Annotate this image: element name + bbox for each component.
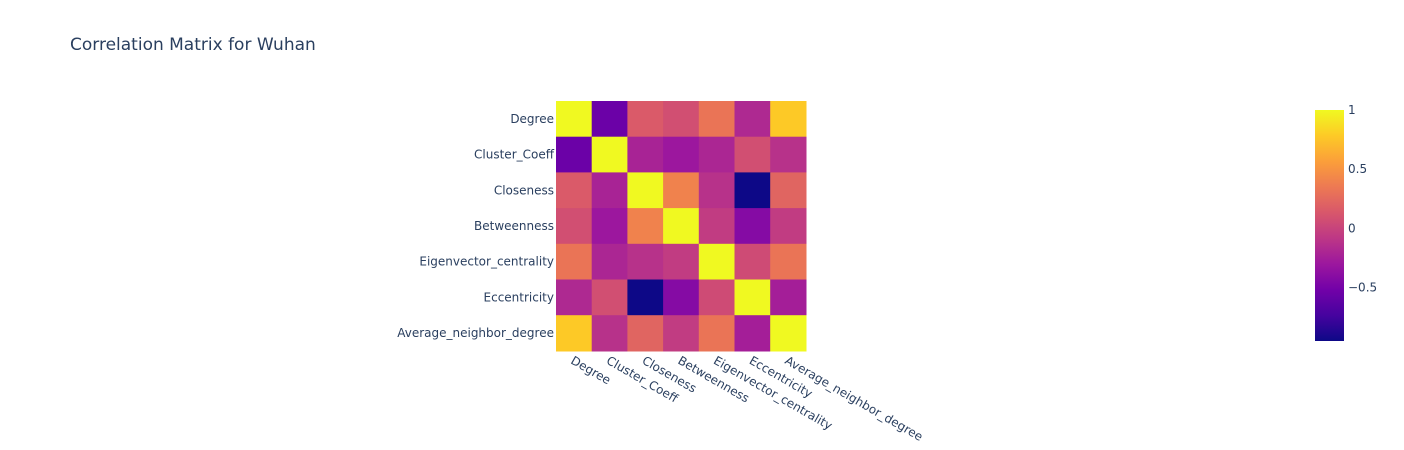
- y-tick-label: Eccentricity: [484, 290, 554, 304]
- heatmap-cell: [591, 101, 628, 138]
- colorbar-tick-label: 0: [1348, 221, 1356, 235]
- heatmap-cell: [770, 101, 807, 138]
- heatmap-cell: [698, 172, 736, 209]
- heatmap-cells: [556, 101, 807, 352]
- heatmap-cell: [698, 208, 736, 245]
- heatmap-cell: [627, 315, 664, 352]
- heatmap-cell: [698, 243, 736, 281]
- heatmap-cell: [734, 315, 771, 352]
- heatmap-cell: [734, 243, 771, 281]
- heatmap-cell: [591, 208, 628, 245]
- heatmap-cell: [556, 243, 593, 281]
- heatmap-cell: [591, 172, 628, 209]
- heatmap-cell: [556, 315, 593, 352]
- heatmap-cell: [698, 315, 736, 352]
- heatmap-cell: [663, 315, 700, 352]
- chart-title: Correlation Matrix for Wuhan: [70, 35, 316, 55]
- colorbar-tick-label: 0.5: [1348, 162, 1367, 176]
- colorbar-tick-label: 1: [1348, 103, 1356, 117]
- y-axis-tick-labels: Degree Cluster_Coeff Closeness Betweenness E…: [397, 112, 555, 340]
- heatmap-cell: [663, 172, 700, 209]
- heatmap-cell: [770, 279, 807, 316]
- heatmap-cell: [556, 279, 593, 316]
- heatmap-cell: [556, 136, 593, 173]
- heatmap-cell: [627, 279, 664, 316]
- heatmap-cell: [591, 136, 628, 173]
- heatmap-cell: [627, 136, 664, 173]
- heatmap-cell: [627, 101, 664, 138]
- heatmap-cell: [556, 172, 593, 209]
- heatmap-cell: [627, 243, 664, 281]
- y-tick-label: Average_neighbor_degree: [397, 326, 554, 340]
- heatmap-cell: [556, 208, 593, 245]
- heatmap-cell: [734, 172, 771, 209]
- y-tick-label: Cluster_Coeff: [474, 148, 555, 162]
- heatmap-cell: [627, 208, 664, 245]
- colorbar: 1 0.5 0 −0.5: [1315, 103, 1377, 341]
- heatmap-cell: [698, 101, 736, 138]
- heatmap-cell: [663, 208, 700, 245]
- colorbar-tick-label: −0.5: [1348, 281, 1377, 295]
- heatmap-cell: [734, 208, 771, 245]
- heatmap-cell: [698, 279, 736, 316]
- heatmap-cell: [770, 172, 807, 209]
- heatmap-cell: [556, 101, 593, 138]
- heatmap-cell: [770, 243, 807, 281]
- y-tick-label: Degree: [510, 112, 554, 126]
- y-tick-label: Betweenness: [474, 219, 554, 233]
- heatmap-cell: [663, 136, 700, 173]
- heatmap-cell: [591, 243, 628, 281]
- heatmap-cell: [770, 136, 807, 173]
- heatmap-cell: [591, 279, 628, 316]
- y-tick-label: Closeness: [494, 183, 554, 197]
- heatmap-cell: [627, 172, 664, 209]
- heatmap-cell: [698, 136, 736, 173]
- y-tick-label: Eigenvector_centrality: [419, 255, 554, 269]
- heatmap-cell: [591, 315, 628, 352]
- heatmap-cell: [734, 136, 771, 173]
- heatmap-cell: [770, 208, 807, 245]
- heatmap-cell: [663, 279, 700, 316]
- heatmap-cell: [663, 243, 700, 281]
- heatmap-cell: [734, 101, 771, 138]
- heatmap-cell: [663, 101, 700, 138]
- colorbar-gradient: [1315, 110, 1344, 341]
- heatmap-cell: [734, 279, 771, 316]
- heatmap-cell: [770, 315, 807, 352]
